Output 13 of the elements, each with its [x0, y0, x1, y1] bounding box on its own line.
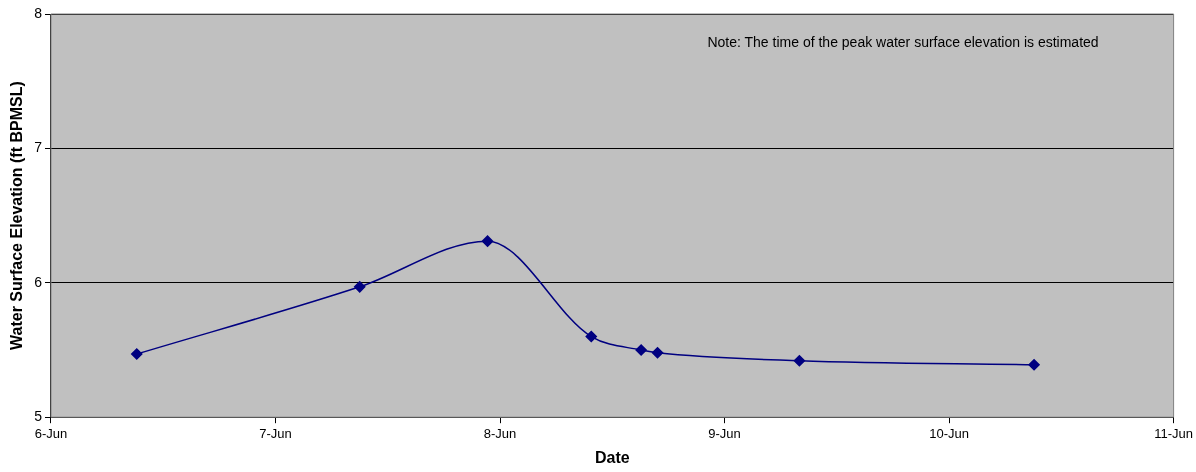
x-tick-label: 7-Jun: [259, 425, 292, 441]
annotation: Note: The time of the peak water surface elevation is estimated: [707, 33, 1099, 50]
y-tick-label: 5: [34, 408, 43, 425]
y-tick-label: 8: [34, 4, 43, 21]
y-tick-label: 6: [34, 273, 43, 290]
x-tick-label: 9-Jun: [708, 425, 741, 441]
y-axis-title: Water Surface Elevation (ft BPMSL): [8, 81, 26, 350]
x-tick-label: 6-Jun: [34, 425, 68, 441]
y-tick-label: 7: [34, 139, 43, 156]
x-tick-label: 8-Jun: [483, 425, 517, 441]
x-tick-label: 10-Jun: [929, 425, 969, 441]
x-tick-label: 11-Jun: [1154, 425, 1194, 441]
x-axis-title: Date: [594, 448, 630, 466]
